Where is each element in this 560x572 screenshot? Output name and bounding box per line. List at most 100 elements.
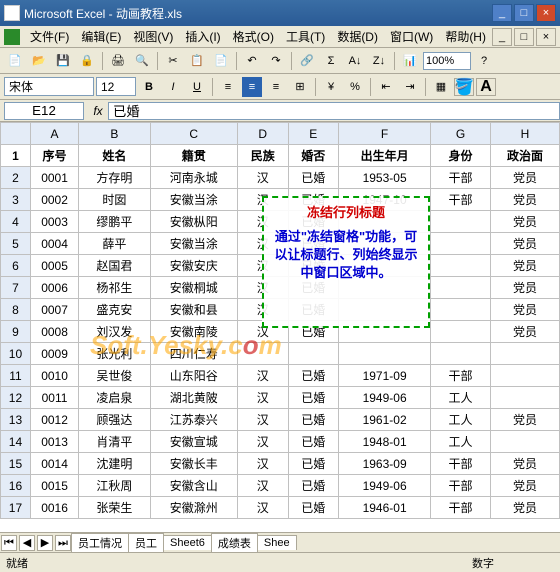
cell[interactable]: 江苏泰兴: [150, 409, 237, 431]
sheet-tab[interactable]: Shee: [257, 535, 297, 550]
cell[interactable]: 0011: [30, 387, 78, 409]
menu-tools[interactable]: 工具(T): [280, 26, 331, 47]
cell[interactable]: 1961-02: [339, 409, 431, 431]
cell[interactable]: [490, 365, 559, 387]
cell[interactable]: 安徽滁州: [150, 497, 237, 519]
cell[interactable]: 0016: [30, 497, 78, 519]
row-header[interactable]: 17: [1, 497, 31, 519]
cell[interactable]: 党员: [490, 255, 559, 277]
spreadsheet-grid[interactable]: A B C D E F G H 1 序号 姓名 籍贯 民族 婚否 出生年月 身份…: [0, 122, 560, 532]
permission-icon[interactable]: 🔒: [76, 50, 98, 72]
cell[interactable]: 党员: [490, 321, 559, 343]
italic-icon[interactable]: I: [162, 76, 184, 98]
cell[interactable]: 已婚: [288, 409, 339, 431]
cell[interactable]: [431, 343, 491, 365]
cell[interactable]: 河南永城: [150, 167, 237, 189]
cell[interactable]: 干部: [431, 167, 491, 189]
underline-icon[interactable]: U: [186, 76, 208, 98]
cell[interactable]: 安徽枞阳: [150, 211, 237, 233]
col-header[interactable]: F: [339, 123, 431, 145]
merge-icon[interactable]: ⊞: [289, 76, 311, 98]
row-header[interactable]: 1: [1, 145, 31, 167]
cell[interactable]: 沈建明: [79, 453, 150, 475]
col-header[interactable]: G: [431, 123, 491, 145]
row-header[interactable]: 13: [1, 409, 31, 431]
cell[interactable]: 汉: [237, 365, 288, 387]
cell[interactable]: 党员: [490, 453, 559, 475]
cell[interactable]: 党员: [490, 497, 559, 519]
menu-edit[interactable]: 编辑(E): [75, 26, 127, 47]
doc-close-button[interactable]: ×: [536, 28, 556, 46]
cell[interactable]: 已婚: [288, 167, 339, 189]
maximize-button[interactable]: □: [514, 4, 534, 22]
cell[interactable]: 赵国君: [79, 255, 150, 277]
cell[interactable]: 0003: [30, 211, 78, 233]
align-center-icon[interactable]: ≡: [241, 76, 263, 98]
cell[interactable]: 0004: [30, 233, 78, 255]
cell[interactable]: 0007: [30, 299, 78, 321]
cell[interactable]: 0013: [30, 431, 78, 453]
select-all[interactable]: [1, 123, 31, 145]
cell[interactable]: 婚否: [288, 145, 339, 167]
sheet-nav-prev-icon[interactable]: ◀: [19, 535, 35, 551]
cell[interactable]: 汉: [237, 431, 288, 453]
font-size-input[interactable]: [96, 77, 136, 96]
cell[interactable]: 安徽宣城: [150, 431, 237, 453]
cell[interactable]: 出生年月: [339, 145, 431, 167]
cell[interactable]: 党员: [490, 277, 559, 299]
minimize-button[interactable]: _: [492, 4, 512, 22]
cell[interactable]: 0009: [30, 343, 78, 365]
cell[interactable]: 0005: [30, 255, 78, 277]
cell[interactable]: 1971-09: [339, 365, 431, 387]
menu-insert[interactable]: 插入(I): [179, 26, 226, 47]
doc-restore-button[interactable]: □: [514, 28, 534, 46]
cell[interactable]: 汉: [237, 453, 288, 475]
font-color-icon[interactable]: A: [476, 78, 496, 96]
cell[interactable]: 安徽当涂: [150, 189, 237, 211]
formula-input[interactable]: [108, 102, 560, 120]
cell[interactable]: 张荣生: [79, 497, 150, 519]
cell[interactable]: 方存明: [79, 167, 150, 189]
cell[interactable]: 身份: [431, 145, 491, 167]
cell[interactable]: 党员: [490, 475, 559, 497]
row-header[interactable]: 16: [1, 475, 31, 497]
new-icon[interactable]: 📄: [4, 50, 26, 72]
cell[interactable]: 缪鹏平: [79, 211, 150, 233]
cell[interactable]: 序号: [30, 145, 78, 167]
row-header[interactable]: 15: [1, 453, 31, 475]
cell[interactable]: 0001: [30, 167, 78, 189]
cell[interactable]: 工人: [431, 409, 491, 431]
autosum-icon[interactable]: Σ: [320, 50, 342, 72]
cell[interactable]: [431, 321, 491, 343]
name-box[interactable]: [4, 102, 84, 120]
paste-icon[interactable]: 📄: [210, 50, 232, 72]
cell[interactable]: 1953-05: [339, 167, 431, 189]
row-header[interactable]: 14: [1, 431, 31, 453]
cell[interactable]: 0010: [30, 365, 78, 387]
save-icon[interactable]: 💾: [52, 50, 74, 72]
cell[interactable]: 党员: [490, 299, 559, 321]
help-icon[interactable]: ?: [473, 50, 495, 72]
copy-icon[interactable]: 📋: [186, 50, 208, 72]
col-header[interactable]: H: [490, 123, 559, 145]
cell[interactable]: 已婚: [288, 475, 339, 497]
cell[interactable]: 党员: [490, 167, 559, 189]
cell[interactable]: [431, 211, 491, 233]
sheet-nav-first-icon[interactable]: ⏮: [1, 535, 17, 551]
cell[interactable]: 1948-01: [339, 431, 431, 453]
cell[interactable]: 薛平: [79, 233, 150, 255]
cell[interactable]: 已婚: [288, 497, 339, 519]
doc-minimize-button[interactable]: _: [492, 28, 512, 46]
cell[interactable]: 党员: [490, 233, 559, 255]
cell[interactable]: 1949-06: [339, 475, 431, 497]
bold-icon[interactable]: B: [138, 76, 160, 98]
cell[interactable]: 0015: [30, 475, 78, 497]
row-header[interactable]: 12: [1, 387, 31, 409]
cell[interactable]: 1946-01: [339, 497, 431, 519]
menu-data[interactable]: 数据(D): [331, 26, 384, 47]
cell[interactable]: 0012: [30, 409, 78, 431]
row-header[interactable]: 3: [1, 189, 31, 211]
cut-icon[interactable]: ✂: [162, 50, 184, 72]
cell[interactable]: 党员: [490, 409, 559, 431]
open-icon[interactable]: 📂: [28, 50, 50, 72]
